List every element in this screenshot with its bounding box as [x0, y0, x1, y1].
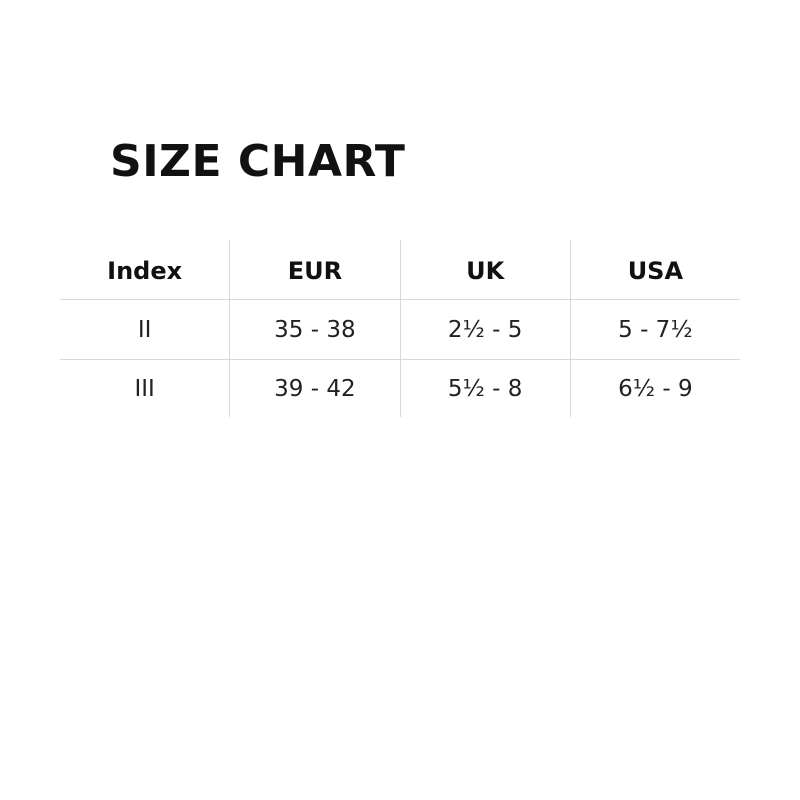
- cell-eur: 39 - 42: [229, 360, 399, 417]
- cell-usa: 6½ - 9: [569, 360, 740, 417]
- header-eur: EUR: [229, 240, 399, 299]
- table-row: II 35 - 38 2½ - 5 5 - 7½: [60, 300, 740, 360]
- table-row: III 39 - 42 5½ - 8 6½ - 9: [60, 360, 740, 417]
- size-table: Index EUR UK USA II 35 - 38 2½ - 5 5 - 7…: [60, 240, 740, 417]
- header-usa: USA: [569, 240, 740, 299]
- header-index: Index: [107, 256, 183, 285]
- cell-uk: 2½ - 5: [399, 300, 570, 359]
- cell-eur: 35 - 38: [229, 300, 399, 359]
- page-title: SIZE CHART: [110, 136, 406, 187]
- cell-index: III: [134, 375, 155, 402]
- cell-uk: 5½ - 8: [399, 360, 570, 417]
- cell-usa: 5 - 7½: [569, 300, 740, 359]
- header-uk: UK: [399, 240, 570, 299]
- cell-index: II: [137, 316, 152, 343]
- table-header-row: Index EUR UK USA: [60, 240, 740, 300]
